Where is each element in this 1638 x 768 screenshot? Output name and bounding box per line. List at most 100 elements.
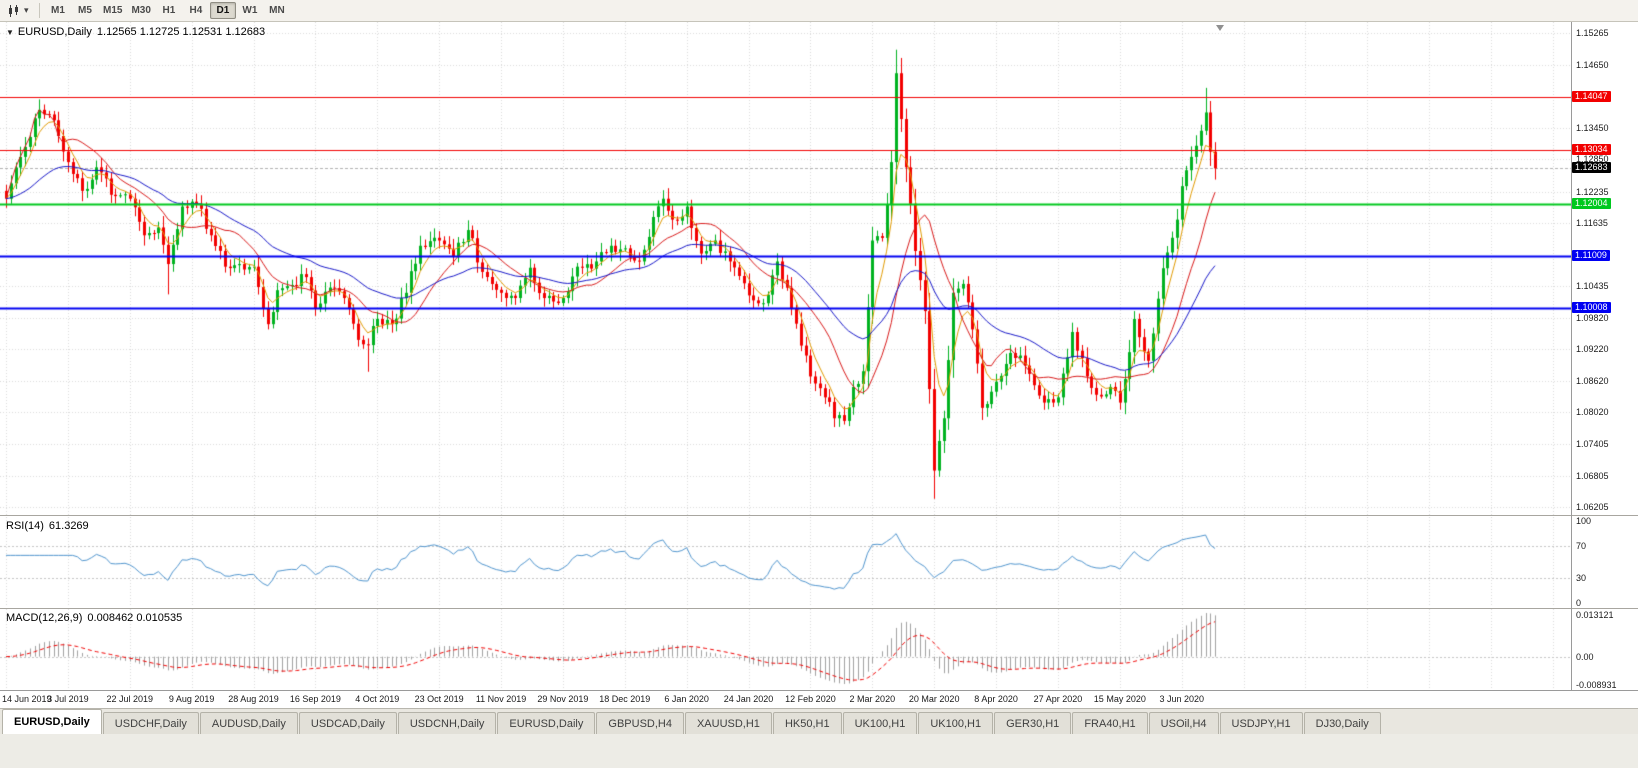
date-axis-label: 23 Oct 2019 <box>414 694 464 704</box>
timeframe-button-d1[interactable]: D1 <box>209 2 236 19</box>
chart-workspace: ▼ EURUSD,Daily 1.12565 1.12725 1.12531 1.1… <box>0 22 1638 708</box>
date-axis-label: 11 Nov 2019 <box>475 694 527 704</box>
chart-symbol-label: EURUSD,Daily <box>17 26 92 38</box>
tab-xauusd-h1[interactable]: XAUUSD,H1 <box>684 712 772 734</box>
macd-panel-title: MACD(12,26,9) 0.008462 0.010535 <box>6 612 182 624</box>
date-axis-label: 3 Jun 2020 <box>1159 694 1204 704</box>
date-axis: 14 Jun 2019 3 Jul 2019 22 Jul 2019 9 Aug 20… <box>0 690 1638 708</box>
date-axis-label: 20 Mar 2020 <box>908 694 960 704</box>
timeframe-button-mn[interactable]: MN <box>269 5 285 16</box>
timeframe-button-w1[interactable]: W1 <box>242 5 258 16</box>
date-axis-label: 16 Sep 2019 <box>289 694 341 704</box>
price-axis-label: 1.15265 <box>1576 28 1609 39</box>
price-axis-label: 1.07405 <box>1576 439 1609 450</box>
tab-hk50-h1[interactable]: HK50,H1 <box>772 712 842 734</box>
timeframe-button-h1[interactable]: H1 <box>162 5 176 16</box>
tab-gbpusd-h4[interactable]: GBPUSD,H4 <box>596 712 684 734</box>
timeframe-button-m15[interactable]: M15 <box>103 5 123 16</box>
date-axis-label: 24 Jan 2020 <box>723 694 774 704</box>
date-axis-label: 15 May 2020 <box>1093 694 1146 704</box>
chart-ohlc-values: 1.12565 1.12725 1.12531 1.12683 <box>96 26 266 38</box>
price-axis-label: 1.14650 <box>1576 60 1609 71</box>
macd-indicator-name: MACD(12,26,9) <box>6 612 83 624</box>
rsi-panel-title: RSI(14) 61.3269 <box>6 520 89 532</box>
macd-axis-label: -0.008931 <box>1576 680 1617 690</box>
tab-eurusd-daily[interactable]: EURUSD,Daily <box>497 712 596 734</box>
price-line-value-badge: 1.14047 <box>1572 90 1611 102</box>
date-axis-label: 28 Aug 2019 <box>228 694 279 704</box>
candlestick-glyph <box>9 4 18 17</box>
date-axis-label: 14 Jun 2019 <box>2 694 52 704</box>
panel-divider[interactable] <box>0 515 1638 516</box>
timeframe-button-h4[interactable]: H4 <box>189 5 203 16</box>
timeframe-button-m30[interactable]: M30 <box>131 5 151 16</box>
price-axis-label: 1.09220 <box>1576 344 1609 355</box>
current-price-badge: 1.12683 <box>1572 162 1611 174</box>
price-axis-label: 1.08620 <box>1576 375 1609 386</box>
tab-eurusd-daily[interactable]: EURUSD,Daily <box>2 709 102 734</box>
tab-uk100-h1[interactable]: UK100,H1 <box>918 712 994 734</box>
date-axis-label: 9 Aug 2019 <box>168 694 215 704</box>
price-axis-label: 1.12235 <box>1576 186 1609 197</box>
price-axis-label: 1.06205 <box>1576 501 1609 512</box>
chart-type-icon[interactable] <box>4 2 24 20</box>
rsi-indicator-value: 61.3269 <box>48 520 89 532</box>
rsi-axis-label: 100 <box>1576 516 1592 526</box>
price-chart-canvas[interactable] <box>0 22 1572 515</box>
price-axis-label: 1.13450 <box>1576 123 1609 134</box>
chart-shift-marker[interactable] <box>1216 25 1224 31</box>
tab-audusd-daily[interactable]: AUDUSD,Daily <box>199 712 298 734</box>
tab-usdcnh-daily[interactable]: USDCNH,Daily <box>397 712 497 734</box>
tab-usdchf-daily[interactable]: USDCHF,Daily <box>102 712 199 734</box>
macd-indicator-canvas[interactable] <box>0 609 1572 690</box>
price-axis-label: 1.11635 <box>1576 218 1608 229</box>
window-bottom-area <box>0 734 1638 768</box>
toolbar-separator <box>39 3 40 18</box>
date-axis-label: 2 Mar 2020 <box>849 694 896 704</box>
price-line-value-badge: 1.12004 <box>1572 197 1611 209</box>
tab-fra40-h1[interactable]: FRA40,H1 <box>1072 712 1148 734</box>
chart-title: ▼ EURUSD,Daily 1.12565 1.12725 1.12531 1.1… <box>6 26 265 38</box>
macd-indicator-values: 0.008462 0.010535 <box>87 612 183 624</box>
timeframe-button-m1[interactable]: M1 <box>51 5 65 16</box>
rsi-indicator-name: RSI(14) <box>6 520 44 532</box>
timeframe-button-m5[interactable]: M5 <box>78 5 92 16</box>
price-axis-border <box>1571 22 1572 690</box>
date-axis-label: 29 Nov 2019 <box>537 694 589 704</box>
date-axis-label: 18 Dec 2019 <box>599 694 651 704</box>
rsi-axis-label: 30 <box>1576 573 1587 584</box>
chart-tabs-bar: EURUSD,Daily USDCHF,Daily AUDUSD,Daily USDC… <box>0 708 1638 734</box>
date-axis-label: 6 Jan 2020 <box>664 694 709 704</box>
date-axis-label: 12 Feb 2020 <box>785 694 836 704</box>
price-axis-label: 1.06805 <box>1576 470 1609 481</box>
tab-dj30-daily[interactable]: DJ30,Daily <box>1303 712 1381 734</box>
price-line-value-badge: 1.13034 <box>1572 143 1611 155</box>
tab-ger30-h1[interactable]: GER30,H1 <box>994 712 1072 734</box>
price-axis-label: 1.12850 <box>1576 154 1609 165</box>
timeframe-buttons-group: M1 M5 M15 M30 H1 H4 D1 W1 MN <box>45 2 290 19</box>
price-axis-label: 1.10435 <box>1576 280 1609 291</box>
date-axis-label: 3 Jul 2019 <box>47 694 89 704</box>
price-line-value-badge: 1.11009 <box>1572 249 1610 261</box>
tab-usdjpy-h1[interactable]: USDJPY,H1 <box>1219 712 1303 734</box>
date-axis-label: 27 Apr 2020 <box>1033 694 1083 704</box>
tab-usdcad-daily[interactable]: USDCAD,Daily <box>298 712 397 734</box>
date-axis-label: 22 Jul 2019 <box>106 694 154 704</box>
rsi-axis-label: 70 <box>1576 540 1587 551</box>
rsi-axis-label: 0 <box>1576 598 1582 608</box>
date-axis-label: 8 Apr 2020 <box>974 694 1018 704</box>
price-line-value-badge: 1.10008 <box>1572 302 1611 314</box>
tab-usoil-h4[interactable]: USOil,H4 <box>1148 712 1219 734</box>
price-axis-label: 1.08020 <box>1576 407 1609 417</box>
macd-axis-label: 0.013121 <box>1576 610 1614 620</box>
panel-divider[interactable] <box>0 608 1638 609</box>
price-axis-label: 1.09820 <box>1576 312 1609 323</box>
macd-axis-label: 0.00 <box>1576 651 1594 662</box>
chart-menu-icon[interactable]: ▼ <box>6 28 14 37</box>
date-axis-label: 4 Oct 2019 <box>355 694 400 704</box>
tab-uk100-h1[interactable]: UK100,H1 <box>842 712 918 734</box>
timeframe-toolbar: ▾ M1 M5 M15 M30 H1 H4 D1 W1 MN <box>0 0 1638 22</box>
chart-type-dropdown-caret-icon[interactable]: ▾ <box>24 5 29 15</box>
rsi-indicator-canvas[interactable] <box>0 517 1572 607</box>
